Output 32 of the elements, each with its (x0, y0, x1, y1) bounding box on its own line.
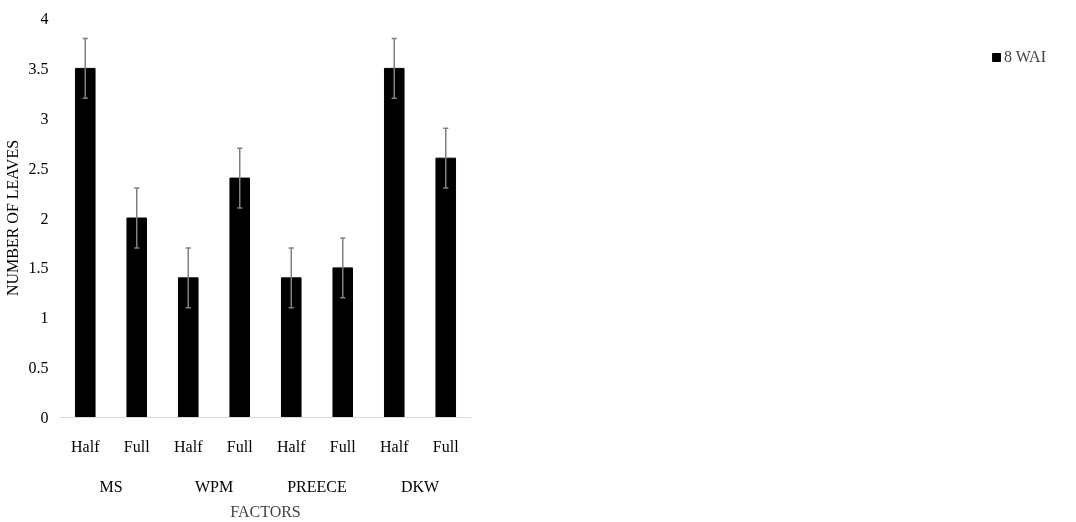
x-tick-label: Half (277, 437, 307, 455)
y-tick-label: 1.5 (28, 259, 49, 277)
bar (383, 67, 405, 418)
x-tick-label: Full (123, 437, 151, 455)
text: DKW (400, 477, 440, 495)
y-tick-label: 3.5 (28, 59, 49, 77)
text: PREECE (287, 477, 347, 495)
legend-label: 8 WAI (1004, 48, 1046, 66)
bar (126, 217, 148, 418)
bar (435, 157, 457, 418)
bar (74, 67, 96, 418)
x-tick-label: Half (71, 437, 101, 455)
y-axis-title: NUMBER OF LEAVES (3, 139, 21, 297)
x-tick-label: Full (432, 437, 460, 455)
x-axis-title: FACTORS (230, 502, 301, 520)
y-tick-label: 0.5 (28, 359, 49, 377)
bar (229, 177, 251, 418)
y-tick-label: 4 (40, 10, 49, 27)
text: MS (99, 477, 123, 495)
y-tick-label: 0 (40, 409, 49, 426)
y-tick-label: 2.5 (28, 159, 49, 177)
x-tick-label: Half (174, 437, 204, 455)
x-tick-label: Full (226, 437, 254, 455)
x-tick-label: Half (380, 437, 410, 455)
y-tick-label: 1 (40, 309, 49, 327)
text: WPM (194, 477, 234, 495)
y-tick-label: 2 (40, 209, 49, 227)
bar (177, 277, 199, 418)
bar (280, 277, 302, 418)
x-tick-label: Full (329, 437, 357, 455)
bar (332, 267, 354, 418)
y-tick-label: 3 (40, 109, 49, 127)
